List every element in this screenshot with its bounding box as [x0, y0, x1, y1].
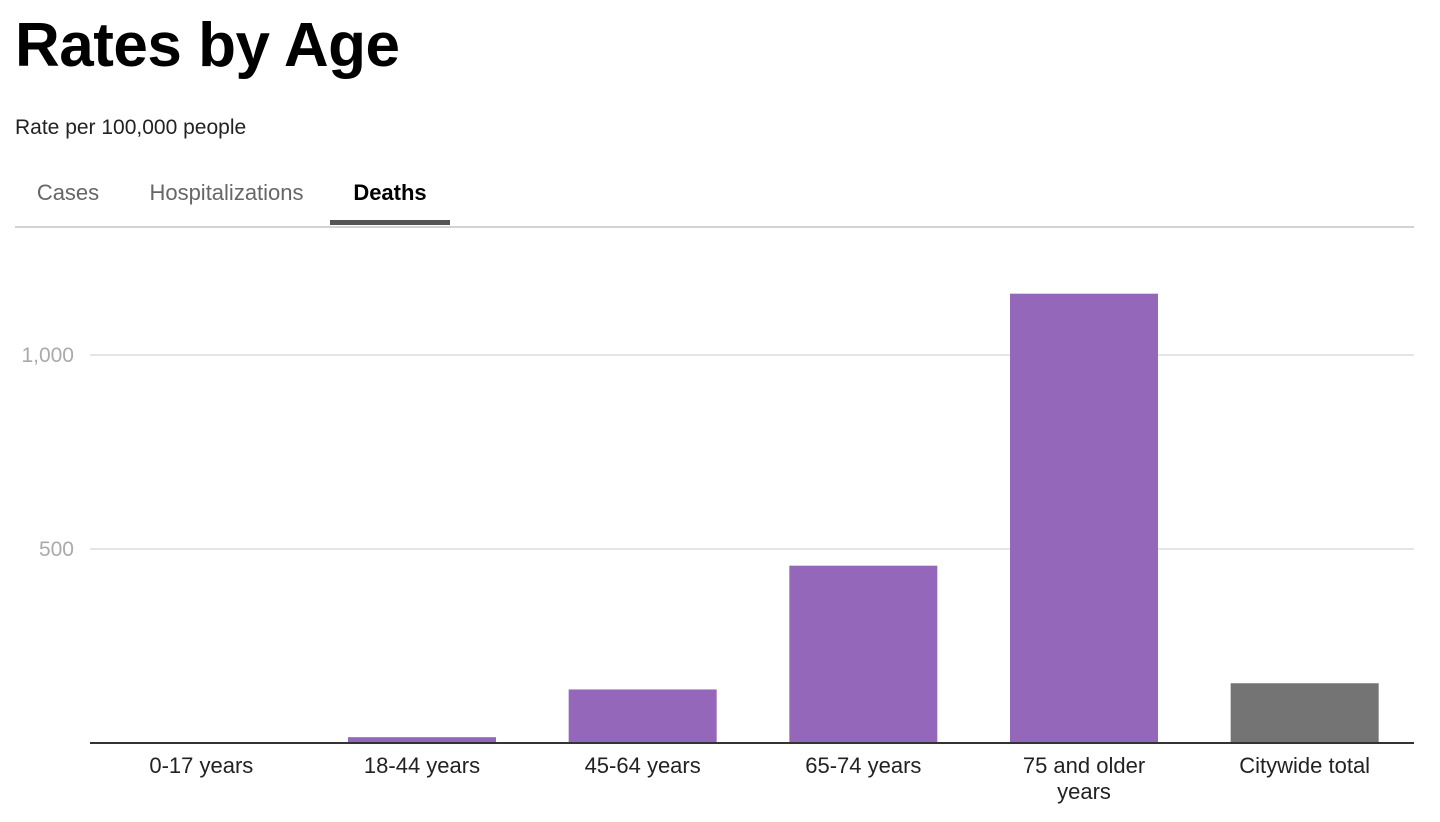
x-tick-label: Citywide total [1239, 753, 1370, 778]
bar [1230, 683, 1379, 743]
x-tick-label: 45-64 years [585, 753, 701, 778]
tab-hospitalizations[interactable]: Hospitalizations [149, 180, 304, 205]
x-tick-label: 0-17 years [149, 753, 253, 778]
bar [568, 689, 717, 743]
y-tick-label: 500 [39, 538, 74, 561]
page-title: Rates by Age [15, 11, 400, 80]
x-tick-label: 18-44 years [364, 753, 480, 778]
chart-subtitle: Rate per 100,000 people [15, 116, 247, 139]
bar [348, 737, 496, 743]
tab-cases[interactable]: Cases [36, 180, 100, 205]
tab-bar: Cases Hospitalizations Deaths [15, 168, 1414, 228]
tab-deaths[interactable]: Deaths [330, 168, 450, 225]
x-tick-label: 65-74 years [805, 753, 921, 778]
x-tick-label: 75 and older years [1023, 753, 1145, 804]
y-tick-label: 1,000 [21, 344, 74, 367]
bar [789, 565, 938, 743]
bar [1010, 293, 1158, 743]
bar-chart: 500 1,000 0-17 years 18-44 years 45-64 years… [21, 293, 1414, 804]
